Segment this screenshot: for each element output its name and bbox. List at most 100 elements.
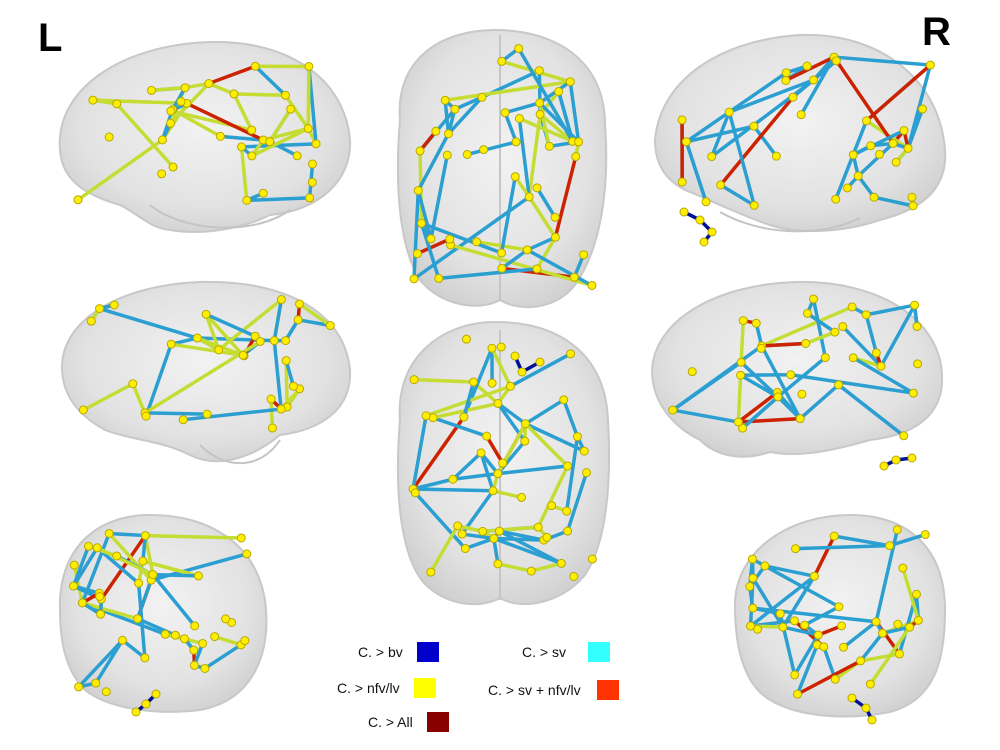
network-node [118,635,128,645]
network-edge [272,338,283,411]
network-node [522,245,532,255]
network-edge [748,574,817,628]
network-node [894,649,904,659]
network-node [786,370,796,380]
network-node [587,280,597,290]
network-node [78,405,88,415]
network-node [448,474,458,484]
network-node [910,300,920,310]
network-node [913,615,923,625]
network-edge [76,638,125,689]
network-node [861,310,871,320]
network-node [751,318,761,328]
network-node [899,431,909,441]
network-node [781,68,791,78]
network-edge [851,356,916,395]
network-node [791,544,801,554]
left-hemisphere-label: L [38,16,63,60]
network-node [848,353,858,363]
network-edge [856,141,895,178]
network-node [574,137,584,147]
network-node [426,234,436,244]
network-node [792,689,802,699]
network-edge [805,311,837,334]
network-node [288,381,298,391]
network-edge [803,330,837,346]
network-edge [204,312,245,358]
network-node [416,218,426,228]
network-edge [535,235,558,271]
network-edge [684,139,708,204]
network-node [505,381,515,391]
network-node [189,660,199,670]
network-node [325,321,335,331]
network-node [533,522,543,532]
network-node [837,621,847,631]
network-edge [836,383,906,438]
network-node [240,636,250,646]
network-node [773,392,783,402]
network-edge [491,489,524,500]
legend-swatch-bv [416,642,439,662]
network-edge [517,116,531,199]
network-node [247,125,257,135]
network-node [179,634,189,644]
network-edge [283,93,310,131]
network-node [885,541,895,551]
network-edge [759,344,802,421]
network-node [151,689,161,699]
network-edge [500,248,530,271]
network-node [247,151,257,161]
network-node [91,678,101,688]
network-node [77,598,87,608]
network-node [96,609,106,619]
network-node [891,157,901,167]
network-node [918,104,928,114]
network-node [582,468,592,478]
network-node [668,405,678,415]
network-node [562,506,572,516]
network-node [166,118,176,128]
network-node [133,614,143,624]
network-edge [451,451,483,481]
network-edge [436,267,539,281]
network-node [200,663,210,673]
network-edge [864,312,879,355]
network-edge [76,138,165,202]
network-edge [465,140,518,157]
network-node [148,570,158,580]
network-edge [671,344,764,412]
network-node [802,61,812,71]
legend-swatch-sv-nfv-lv [596,680,619,700]
network-node [140,531,150,541]
network-edge [99,533,148,601]
network-edge [798,383,841,421]
network-node [487,343,497,353]
network-node [809,571,819,581]
network-node [198,638,208,648]
network-node [178,415,188,425]
network-node [893,619,903,629]
network-edge [419,221,504,255]
network-edge [832,534,892,548]
network-node [565,77,575,87]
network-edge [536,464,570,529]
network-edge [887,532,928,548]
right-hemisphere-label: R [922,10,951,54]
network-edge [149,85,187,93]
network-node [266,394,276,404]
network-node [829,531,839,541]
network-node [830,674,840,684]
network-node [83,541,93,551]
network-node [571,152,581,162]
network-node [733,417,743,427]
network-edge [484,434,505,465]
legend-item-sv-nfv-lv: C. > sv + nfv/lv [488,680,619,700]
network-edge [169,342,245,358]
network-edge [562,398,580,439]
network-edge [151,572,197,628]
network-edge [446,95,484,136]
network-node [795,414,805,424]
network-node [303,124,313,134]
